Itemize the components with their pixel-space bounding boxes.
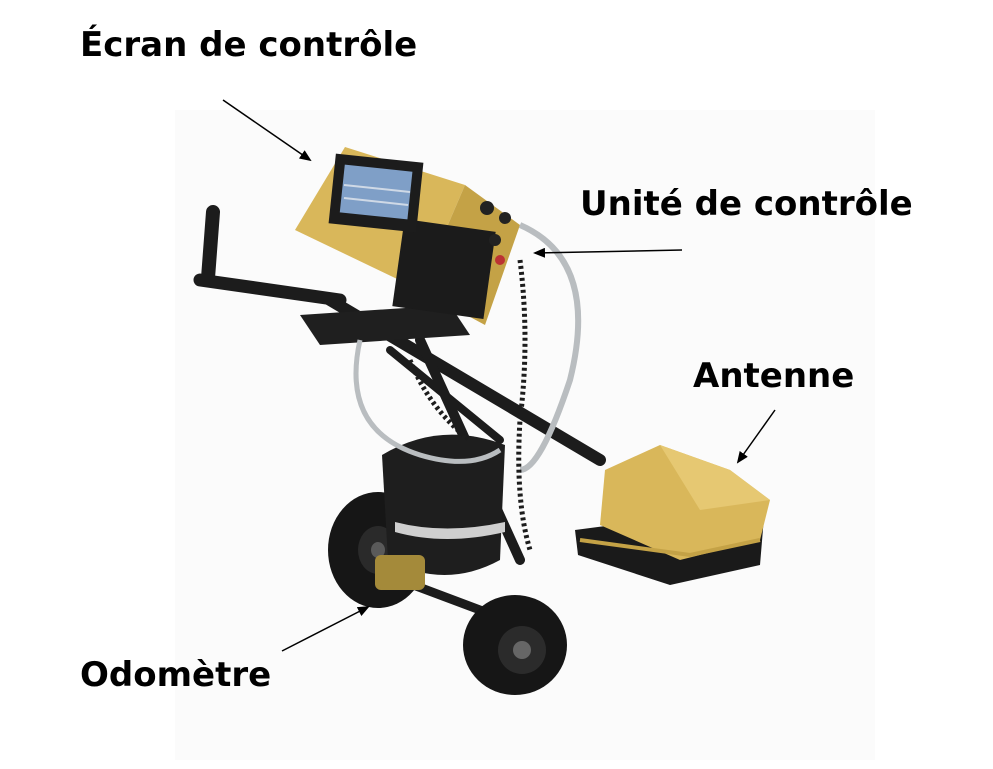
- front-wheel: [463, 595, 567, 695]
- odometer-hub: [375, 555, 425, 590]
- control-screen: [328, 153, 424, 233]
- arrow-antenne: [736, 409, 776, 464]
- label-ecran-de-controle: Écran de contrôle: [80, 25, 418, 65]
- arrow-ecran: [222, 99, 312, 162]
- battery-bag: [382, 434, 505, 575]
- label-antenne: Antenne: [693, 356, 855, 396]
- label-unite-de-controle: Unité de contrôle: [580, 184, 913, 224]
- handle: [193, 205, 347, 307]
- mount-plate: [300, 305, 470, 345]
- label-odometre: Odomètre: [80, 655, 272, 695]
- antenna: [575, 445, 770, 585]
- arrow-unite: [533, 247, 683, 258]
- cables: [353, 222, 582, 551]
- arrow-odometre: [281, 606, 370, 652]
